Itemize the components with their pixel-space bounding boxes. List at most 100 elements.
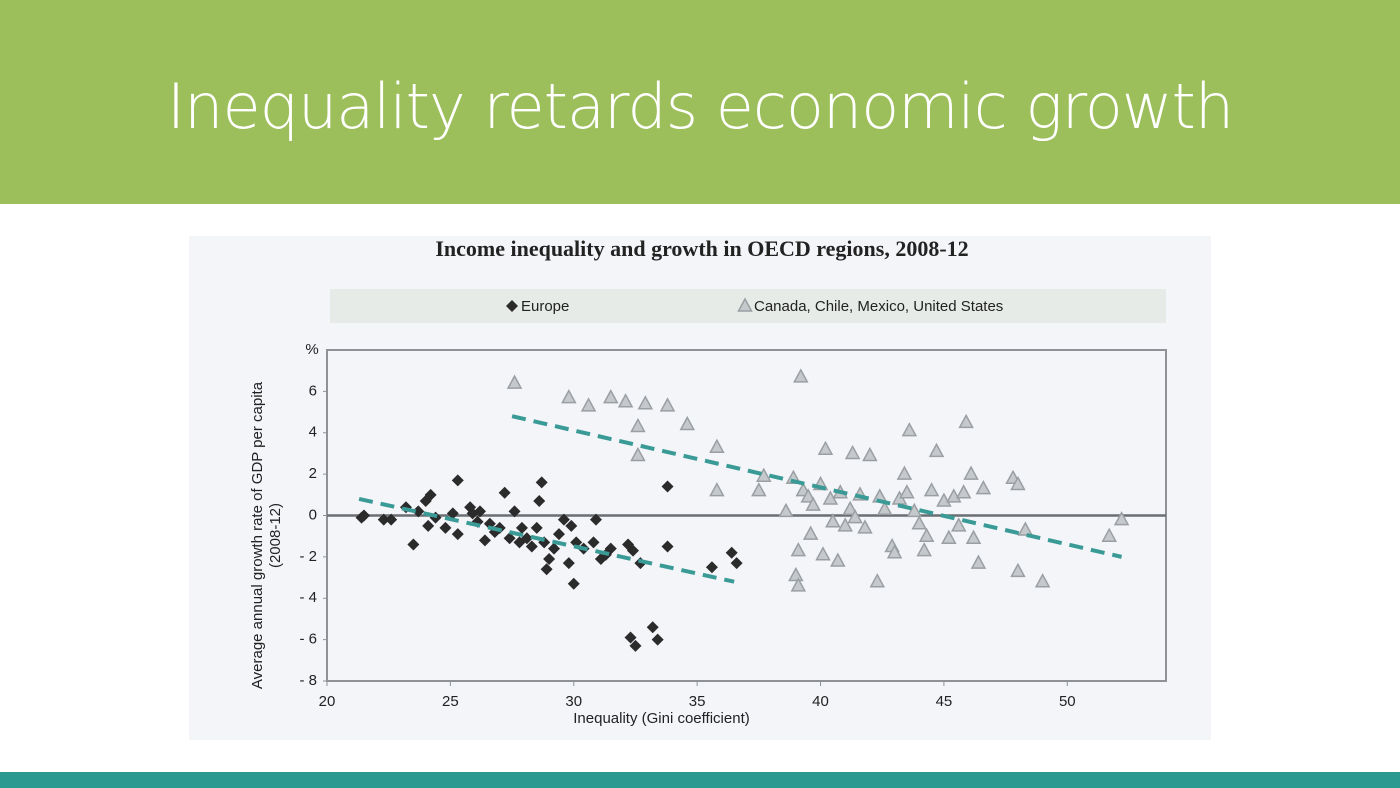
data-point	[540, 563, 553, 576]
data-point	[936, 492, 952, 507]
data-point	[498, 486, 511, 499]
legend-marker	[506, 300, 518, 312]
data-point	[535, 476, 548, 489]
data-point	[508, 505, 521, 518]
y-tick-label: 2	[309, 465, 317, 482]
data-point	[923, 482, 940, 497]
data-point	[466, 507, 479, 520]
data-point	[847, 508, 863, 524]
data-point	[709, 482, 725, 497]
data-point	[970, 554, 987, 569]
x-tick-label: 45	[936, 693, 953, 710]
y-tick-label: 0	[309, 506, 317, 523]
data-point	[958, 413, 974, 429]
data-point	[624, 631, 637, 644]
data-point	[862, 446, 878, 462]
data-point	[817, 440, 834, 456]
x-tick-label: 50	[1059, 693, 1076, 710]
data-point	[901, 422, 918, 437]
y-tick-label: - 6	[299, 631, 317, 648]
data-point	[661, 480, 674, 493]
y-axis-label: (2008-12)	[267, 503, 284, 568]
data-point	[975, 480, 992, 495]
data-point	[916, 542, 932, 557]
data-point	[530, 521, 543, 534]
trend-line	[358, 496, 735, 584]
data-point	[946, 488, 962, 503]
data-point	[589, 513, 602, 526]
data-point	[730, 557, 743, 570]
chart-title: Income inequality and growth in OECD reg…	[435, 236, 968, 261]
slide-title: Inequality retards economic growth	[166, 70, 1234, 143]
data-point	[630, 417, 646, 433]
data-point	[604, 542, 617, 555]
y-tick-label: 6	[309, 382, 317, 399]
data-point	[1101, 527, 1117, 542]
data-point	[788, 566, 804, 582]
data-point	[705, 561, 718, 574]
data-point	[1034, 573, 1051, 588]
data-point	[548, 542, 561, 555]
data-point	[552, 528, 565, 541]
data-point	[857, 519, 873, 534]
y-axis-label: Average annual growth rate of GDP per ca…	[249, 381, 266, 689]
data-point	[869, 573, 886, 588]
x-tick-label: 35	[689, 693, 706, 710]
data-point	[637, 395, 654, 410]
x-tick-label: 20	[319, 693, 336, 710]
data-point	[424, 488, 437, 501]
data-point	[422, 519, 435, 532]
data-point	[1017, 521, 1034, 536]
data-point	[451, 474, 464, 487]
data-point	[778, 502, 794, 518]
data-point	[1010, 562, 1026, 578]
data-point	[626, 544, 639, 557]
y-tick-label: - 4	[299, 589, 317, 606]
data-point	[659, 397, 676, 412]
data-point	[965, 529, 982, 545]
trend-line	[511, 414, 1123, 559]
data-point	[963, 465, 979, 480]
footer-band	[0, 772, 1400, 788]
data-point	[603, 389, 619, 404]
data-point	[679, 415, 696, 431]
data-point	[899, 484, 915, 499]
data-point	[580, 397, 597, 412]
data-point	[955, 484, 972, 499]
data-point	[950, 517, 967, 532]
data-point	[446, 507, 459, 520]
data-point	[793, 368, 809, 383]
data-point	[503, 532, 516, 545]
data-point	[844, 444, 861, 460]
data-point	[567, 577, 580, 590]
data-point	[896, 465, 913, 480]
data-point	[478, 534, 491, 547]
y-tick-label: - 8	[299, 672, 317, 689]
data-point	[407, 538, 420, 551]
data-point	[565, 519, 578, 532]
y-unit: %	[305, 341, 318, 358]
data-point	[1010, 475, 1026, 491]
x-tick-label: 25	[442, 693, 459, 710]
data-point	[918, 527, 935, 542]
data-point	[515, 521, 528, 534]
data-point	[358, 509, 371, 522]
data-point	[1113, 511, 1130, 526]
y-tick-label: 4	[309, 424, 317, 441]
data-point	[570, 536, 583, 549]
data-point	[709, 438, 725, 453]
data-point	[800, 488, 816, 503]
data-point	[805, 496, 821, 511]
x-tick-label: 30	[565, 693, 582, 710]
data-point	[646, 621, 659, 634]
data-point	[617, 393, 634, 408]
legend-label: Canada, Chile, Mexico, United States	[754, 298, 1003, 315]
x-axis-label: Inequality (Gini coefficient)	[573, 710, 749, 727]
data-point	[525, 540, 538, 553]
data-point	[802, 525, 819, 540]
data-point	[557, 513, 570, 526]
data-point	[911, 515, 927, 530]
data-point	[886, 544, 903, 559]
